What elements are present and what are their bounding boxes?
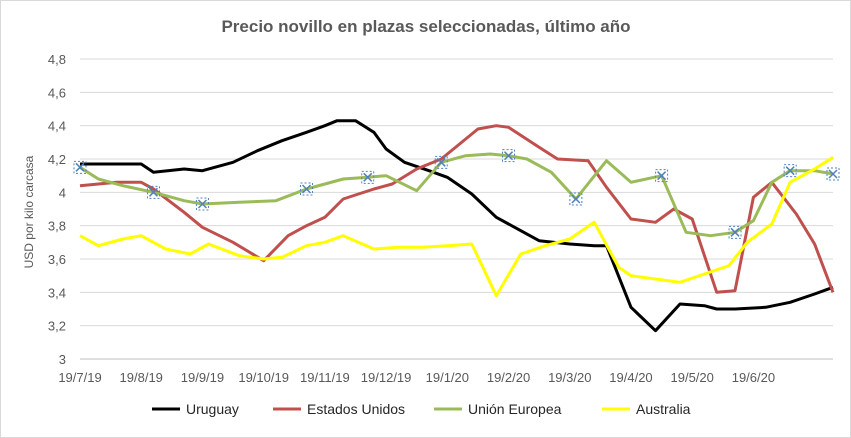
x-tick-label: 19/12/19 (361, 370, 412, 385)
legend-item-uruguay: Uruguay (152, 401, 239, 417)
data-point-marker (569, 192, 583, 206)
x-tick-label: 19/6/20 (732, 370, 775, 385)
data-point-marker (434, 155, 448, 169)
series-line-australia (79, 156, 834, 298)
x-axis-ticks: 19/7/19 19/8/19 19/9/19 19/10/19 19/11/19 19/… (58, 370, 775, 385)
y-tick-label: 3,8 (48, 219, 66, 234)
x-tick-label: 19/4/20 (609, 370, 652, 385)
y-axis-ticks: 3 3,2 3,4 3,6 3,8 4 4,2 4,4 4,6 4,8 (48, 52, 66, 367)
y-tick-label: 3 (59, 352, 66, 367)
y-axis-label: USD por kilo carcasa (22, 155, 36, 268)
y-tick-label: 4 (59, 185, 66, 200)
y-tick-label: 4,2 (48, 152, 66, 167)
legend-item-estados-unidos: Estados Unidos (273, 401, 405, 417)
data-point-marker (826, 167, 840, 181)
x-tick-label: 19/2/20 (487, 370, 530, 385)
y-tick-label: 4,4 (48, 119, 66, 134)
series-line-uruguay (80, 119, 834, 333)
x-tick-label: 19/3/20 (548, 370, 591, 385)
x-tick-label: 19/1/20 (426, 370, 469, 385)
data-point-marker (146, 185, 160, 199)
data-point-marker (655, 169, 669, 183)
data-point-marker (502, 149, 516, 163)
legend-label: Uruguay (186, 401, 239, 417)
data-point-marker (73, 160, 87, 174)
data-point-marker (783, 164, 797, 178)
legend-item-australia: Australia (602, 401, 691, 417)
y-tick-label: 3,2 (48, 319, 66, 334)
data-point-marker (728, 225, 742, 239)
x-tick-label: 19/5/20 (671, 370, 714, 385)
y-tick-label: 4,6 (48, 85, 66, 100)
legend-label: Estados Unidos (307, 401, 405, 417)
chart-title: Precio novillo en plazas seleccionadas, … (221, 17, 630, 36)
data-point-marker (361, 170, 375, 184)
legend-label: Australia (636, 401, 691, 417)
legend-item-unión-europea: Unión Europea (434, 401, 562, 417)
data-point-marker (300, 182, 314, 196)
y-tick-label: 3,6 (48, 252, 66, 267)
legend-label: Unión Europea (468, 401, 562, 417)
x-tick-label: 19/8/19 (120, 370, 163, 385)
y-tick-label: 4,8 (48, 52, 66, 67)
x-tick-label: 19/7/19 (58, 370, 101, 385)
x-tick-label: 19/9/19 (181, 370, 224, 385)
y-tick-label: 3,4 (48, 285, 66, 300)
series-line-unión-europea (79, 152, 834, 238)
series-line-estados-unidos (79, 124, 835, 294)
data-point-marker (195, 197, 209, 211)
gridlines (80, 58, 833, 327)
x-tick-label: 19/10/19 (238, 370, 289, 385)
series-layer (73, 119, 840, 333)
x-tick-label: 19/11/19 (300, 370, 350, 385)
legend: Uruguay Estados Unidos Unión Europea Austra… (152, 401, 691, 417)
